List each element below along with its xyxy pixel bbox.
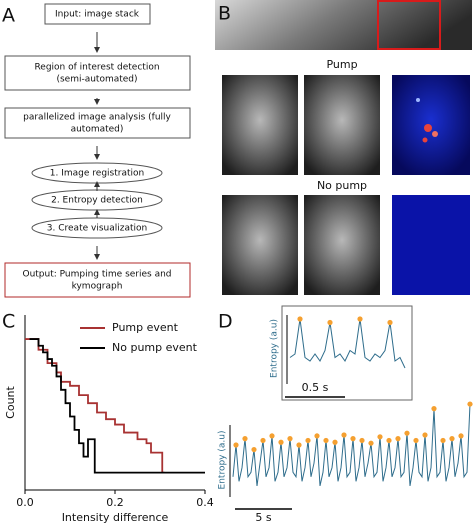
x-tick-label: 0.4 [196,496,214,509]
peak-marker [458,433,464,439]
worm-image [215,0,472,50]
peak-marker [467,401,473,407]
flow-text: Input: image stack [55,10,140,20]
hotspot [424,124,432,132]
flow-text: automated) [71,125,124,135]
peak-marker [327,319,333,326]
peak-marker [278,439,284,445]
y-axis-label: Entropy (a.u) [270,319,280,378]
flow-text: 2. Entropy detection [51,196,143,206]
peak-marker [332,439,338,445]
step-line [25,338,165,474]
flow-box [4,262,191,298]
peak-marker [387,319,393,326]
peak-marker [386,437,392,444]
y-axis-label: Entropy (a.u) [218,431,228,490]
peak-marker [404,430,410,436]
peak-marker [368,440,374,446]
hotspot [432,131,438,137]
roi-box [377,0,441,50]
peak-marker [350,436,356,442]
trace [232,404,471,487]
legend-label: No pump event [112,341,198,354]
peak-marker [297,316,303,322]
flow-text: Region of interest detection [34,63,159,73]
flow-box [4,107,191,139]
legend-label: Pump event [112,321,179,334]
peak-marker [242,436,248,442]
flow-text: 3. Create visualization [47,224,147,234]
flow-text: kymograph [72,282,123,292]
peak-marker [314,433,320,439]
flow-text: parallelized image analysis (fully [23,113,171,123]
image [304,75,380,175]
heatmap [392,75,470,175]
hotspot [422,137,428,143]
peak-marker [377,434,383,440]
flow-text: (semi-automated) [56,75,137,85]
peak-marker [233,442,239,448]
image-label: Pump [326,58,357,71]
peak-marker [323,437,329,444]
panel-label: A [2,5,15,27]
scale-bar-label: 5 s [255,511,271,524]
x-tick-label: 0.2 [106,496,124,509]
flow-text: 1. Image registration [50,169,144,179]
x-tick-label: 0.0 [16,496,34,509]
peak-marker [296,442,302,448]
image [222,75,298,175]
peak-marker [449,436,455,442]
step-line [29,338,205,474]
peak-marker [440,437,446,444]
panel-label: D [218,311,233,333]
peak-marker [357,316,363,322]
peak-marker [422,432,428,438]
peak-marker [395,436,401,442]
peak-marker [359,437,365,444]
y-axis-label: Count [4,385,17,418]
scale-bar-label: 0.5 s [302,381,329,394]
trace [289,318,406,369]
peak-marker [305,437,311,444]
x-axis-label: Intensity difference [62,511,169,524]
heatmap [392,195,470,295]
peak-marker [251,446,257,453]
flow-box [44,3,151,25]
image [222,195,298,295]
hotspot [416,98,420,102]
peak-marker [413,437,419,444]
peak-marker [269,433,275,439]
peak-marker [260,437,266,444]
image-label: No pump [317,179,367,192]
flow-text: Output: Pumping time series and [22,270,171,280]
peak-marker [431,406,437,412]
flow-box [4,55,191,91]
panel-label: B [218,3,231,25]
peak-marker [341,432,347,438]
content [215,0,472,401]
peak-marker [287,436,293,442]
image [304,195,380,295]
panel-label: C [2,311,15,333]
